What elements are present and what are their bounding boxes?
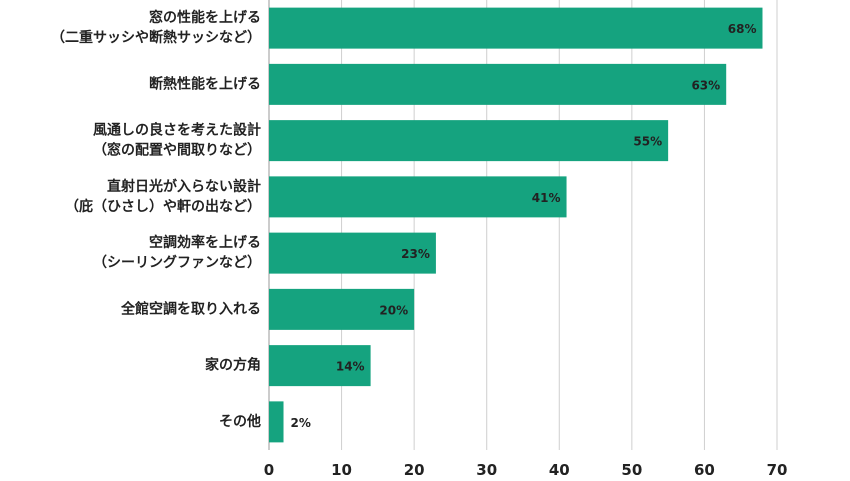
value-label: 41% bbox=[532, 191, 561, 205]
x-tick-label: 70 bbox=[767, 461, 788, 479]
category-label: その他 bbox=[219, 413, 261, 430]
category-label: （窓の配置や間取りなど） bbox=[93, 142, 261, 159]
value-label: 23% bbox=[401, 247, 430, 261]
value-label: 55% bbox=[633, 135, 662, 149]
bar bbox=[269, 120, 669, 162]
category-label: （庇（ひさし）や軒の出など） bbox=[65, 198, 261, 215]
bar bbox=[269, 232, 436, 274]
x-tick-label: 60 bbox=[694, 461, 715, 479]
category-labels: 窓の性能を上げる （二重サッシや断熱サッシなど） 断熱性能を上げる風通しの良さを考え… bbox=[51, 9, 261, 430]
value-label: 14% bbox=[336, 360, 365, 374]
x-tick-label: 40 bbox=[549, 461, 570, 479]
category-label: 全館空調を取り入れる bbox=[120, 300, 261, 317]
x-tick-label: 10 bbox=[331, 461, 352, 479]
category-label: 風通しの良さを考えた設計 bbox=[93, 122, 261, 139]
bar bbox=[269, 176, 567, 218]
bars bbox=[269, 7, 763, 443]
category-label: （二重サッシや断熱サッシなど） bbox=[51, 29, 261, 46]
category-label: 家の方角 bbox=[205, 357, 261, 374]
category-label: （シーリングファンなど） bbox=[93, 254, 261, 271]
value-label: 68% bbox=[728, 22, 757, 36]
x-axis-ticks: 0 10 20 30 40 50 60 70 bbox=[264, 461, 788, 479]
bar bbox=[269, 288, 415, 330]
bar bbox=[269, 401, 284, 443]
bar bbox=[269, 63, 727, 105]
value-label: 20% bbox=[379, 303, 408, 317]
bar bbox=[269, 7, 763, 49]
x-tick-label: 0 bbox=[264, 461, 274, 479]
value-label: 2% bbox=[291, 416, 311, 430]
value-labels: 68% 63% 55% 41% 23% 20% 14% 2% bbox=[291, 22, 757, 430]
category-label: 断熱性能を上げる bbox=[149, 75, 261, 92]
x-tick-label: 20 bbox=[404, 461, 425, 479]
x-tick-label: 30 bbox=[476, 461, 497, 479]
category-label: 窓の性能を上げる bbox=[149, 9, 261, 26]
bar bbox=[269, 345, 371, 387]
value-label: 63% bbox=[691, 78, 720, 92]
category-label: 空調効率を上げる bbox=[149, 234, 261, 251]
category-label: 直射日光が入らない設計 bbox=[107, 178, 261, 195]
x-tick-label: 50 bbox=[621, 461, 642, 479]
